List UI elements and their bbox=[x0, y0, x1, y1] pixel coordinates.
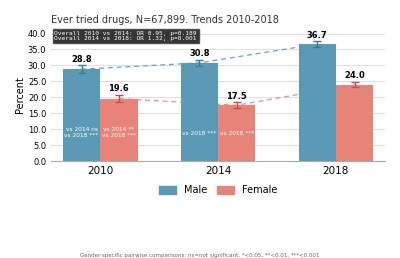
Text: 28.8: 28.8 bbox=[71, 55, 92, 64]
Bar bbox=[336, 85, 373, 161]
Bar bbox=[218, 105, 255, 161]
Text: 17.5: 17.5 bbox=[226, 92, 247, 101]
Bar bbox=[100, 99, 138, 161]
Bar bbox=[181, 63, 218, 161]
Text: vs 2014 ns
vs 2018 ***: vs 2014 ns vs 2018 *** bbox=[64, 127, 99, 138]
Y-axis label: Percent: Percent bbox=[15, 76, 25, 112]
Text: vs 2014 **
vs 2018 ***: vs 2014 ** vs 2018 *** bbox=[102, 127, 136, 138]
Text: Gender-specific pairwise comparisons: ns=not significant, *<0.05, **<0.01, ***<0: Gender-specific pairwise comparisons: ns… bbox=[80, 253, 320, 258]
Text: vs 2018 ***: vs 2018 *** bbox=[182, 132, 216, 136]
Text: 30.8: 30.8 bbox=[189, 49, 210, 58]
Text: Ever tried drugs, N=67,899. Trends 2010-2018: Ever tried drugs, N=67,899. Trends 2010-… bbox=[51, 15, 279, 25]
Text: Overall 2010 vs 2014: OR 0.95, p=0.189
Overall 2014 vs 2018: OR 1.32, p=0.001: Overall 2010 vs 2014: OR 0.95, p=0.189 O… bbox=[54, 30, 197, 41]
Text: 24.0: 24.0 bbox=[344, 71, 365, 80]
Text: vs 2018 ***: vs 2018 *** bbox=[220, 132, 254, 136]
Text: 19.6: 19.6 bbox=[108, 84, 129, 93]
Text: 36.7: 36.7 bbox=[307, 31, 328, 39]
Bar bbox=[298, 44, 336, 161]
Bar bbox=[63, 69, 100, 161]
Legend: Male, Female: Male, Female bbox=[155, 181, 282, 199]
